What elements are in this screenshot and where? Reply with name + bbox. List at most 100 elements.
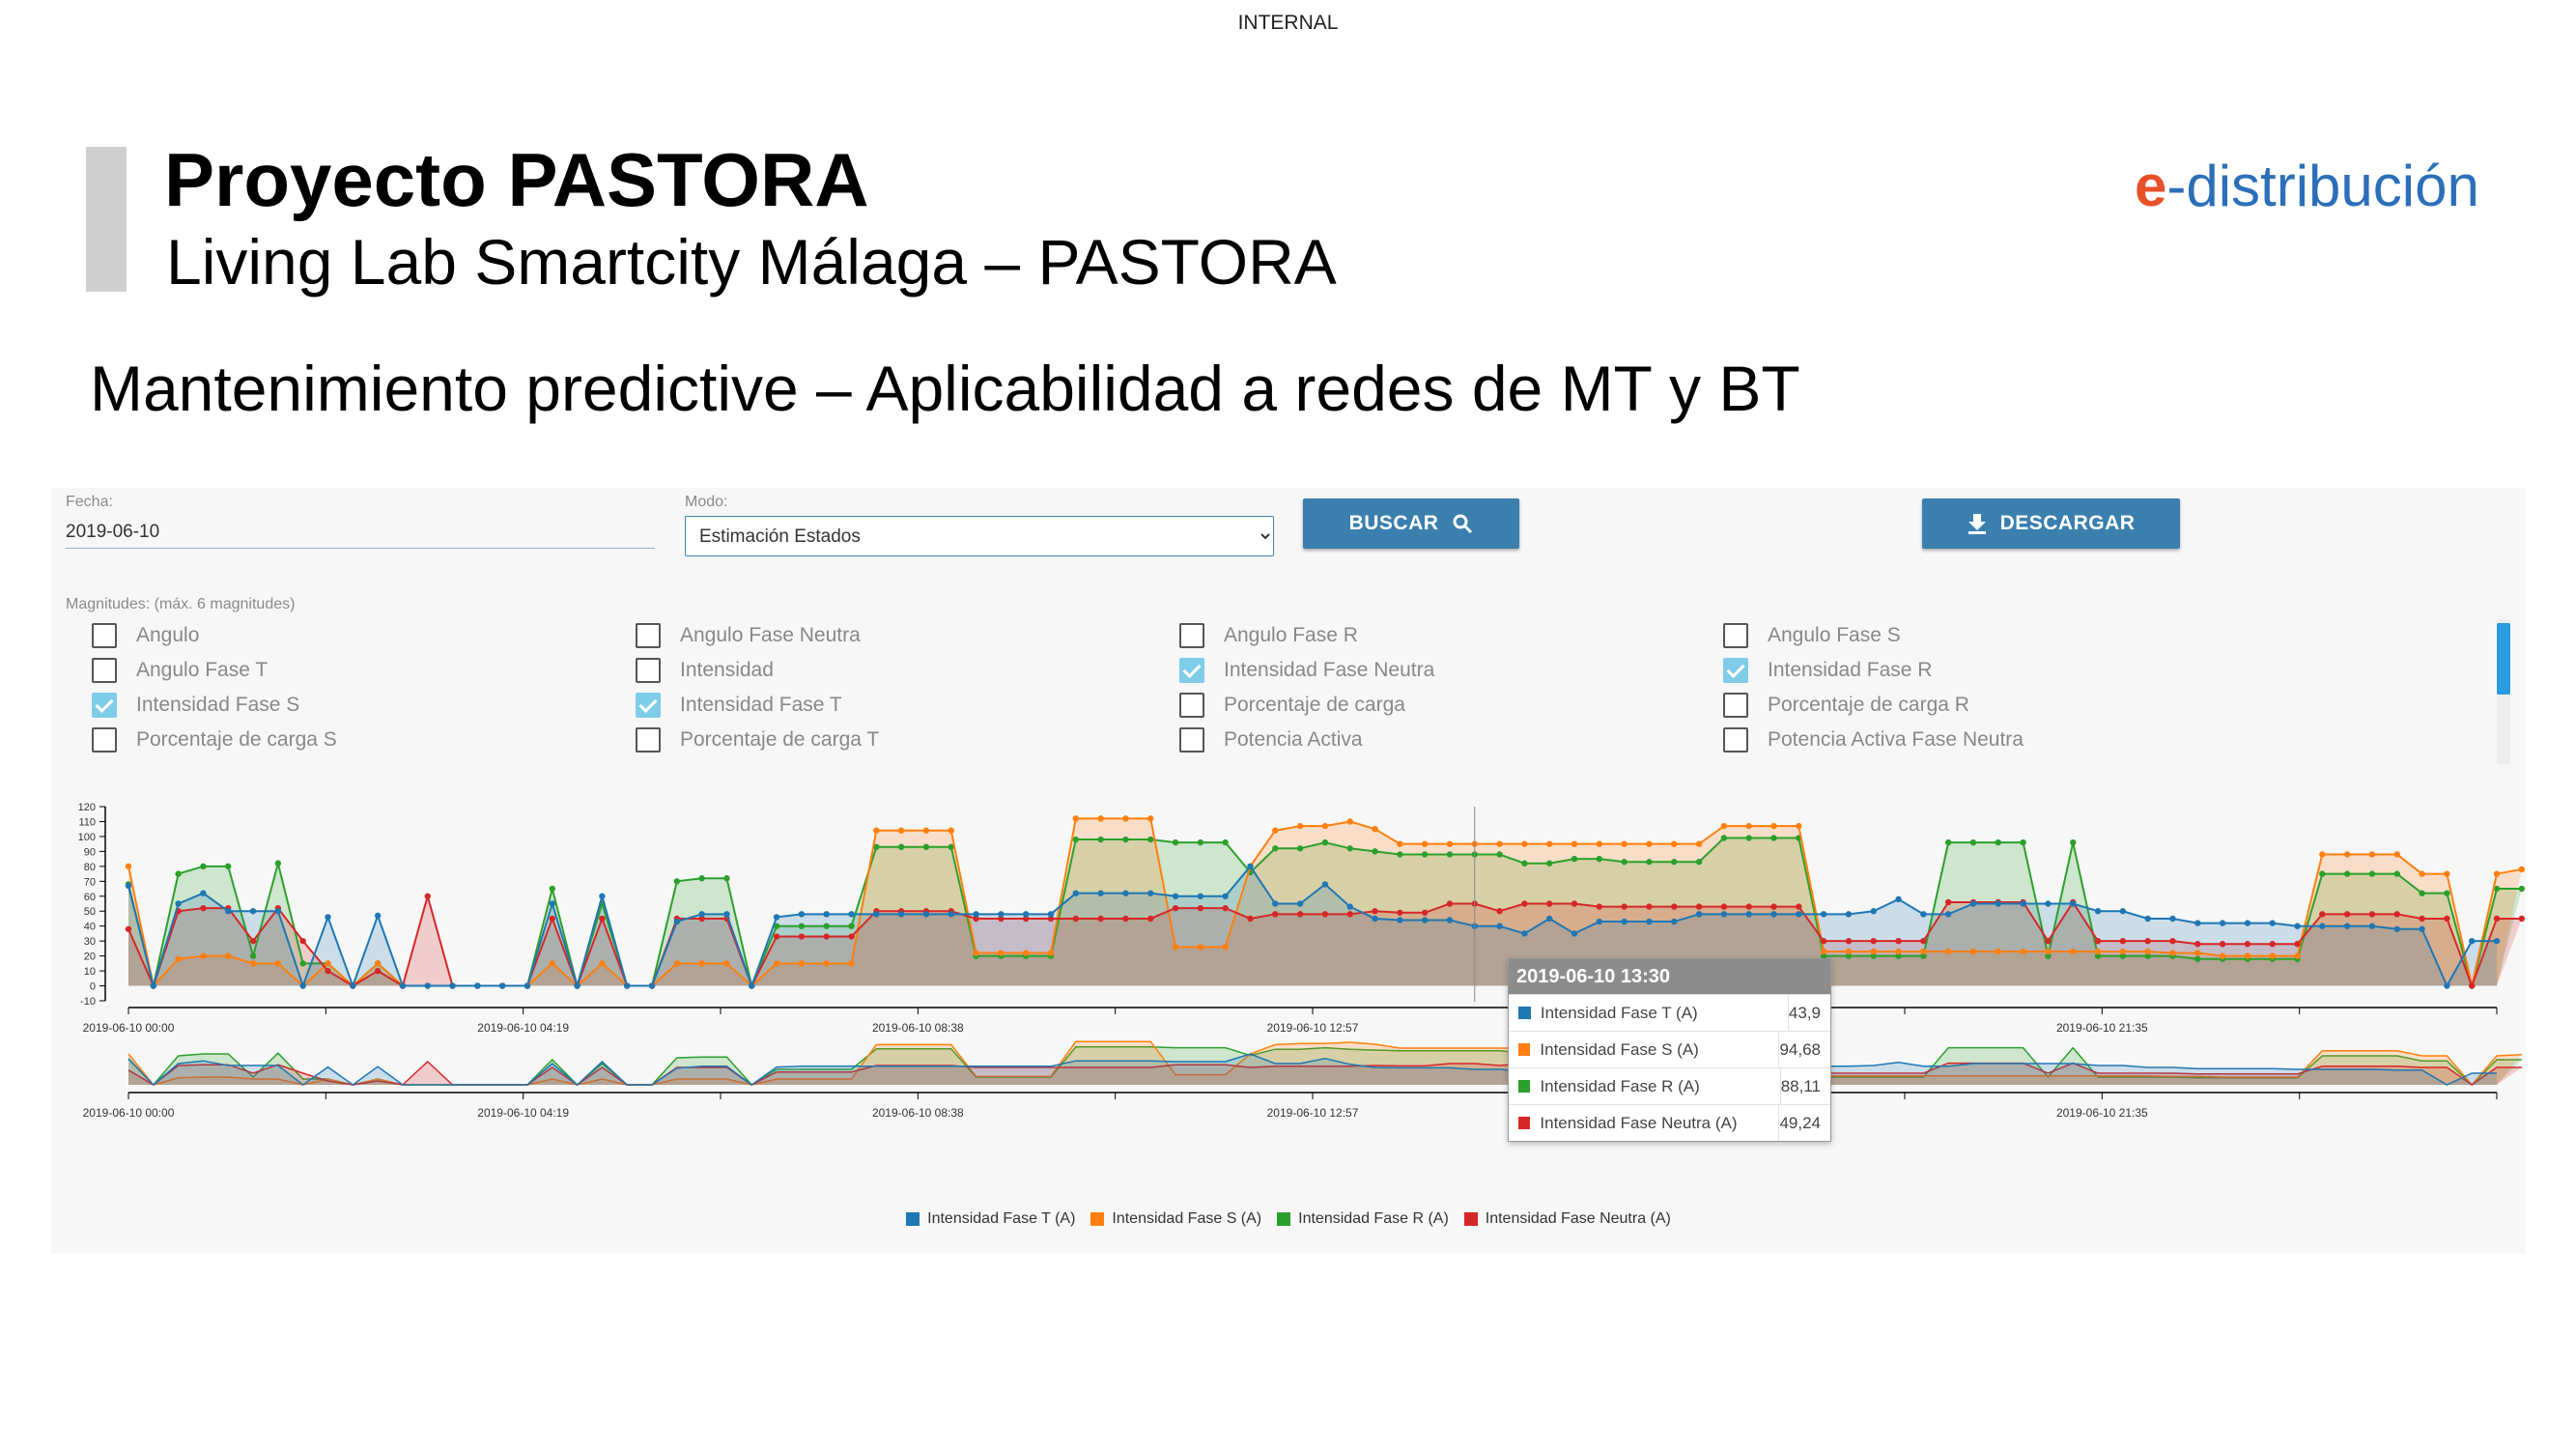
download-button[interactable]: DESCARGAR (1922, 498, 2180, 549)
data-point (2094, 948, 2102, 955)
data-point (325, 967, 331, 975)
y-tick-label: 120 (78, 802, 96, 813)
magnitude-checkbox-item[interactable]: Porcentaje de carga S (92, 727, 337, 753)
legend-item-t[interactable]: Intensidad Fase T (A) (906, 1210, 1075, 1228)
date-input[interactable] (66, 517, 655, 549)
tooltip-swatch (1518, 1007, 1531, 1019)
data-point (1745, 903, 1752, 910)
data-point (922, 911, 930, 918)
checkbox-unchecked[interactable] (1179, 693, 1204, 718)
data-point (1496, 908, 1503, 915)
magnitude-checkbox-item[interactable]: Angulo Fase T (92, 658, 268, 683)
data-point (350, 982, 356, 989)
legend-item-neutra[interactable]: Intensidad Fase Neutra (A) (1463, 1210, 1671, 1228)
data-point (225, 952, 232, 959)
data-point (1372, 825, 1378, 833)
data-point (449, 982, 456, 989)
magnitude-checkbox-item[interactable]: Intensidad Fase T (636, 693, 842, 718)
data-point (599, 893, 606, 899)
data-point (2368, 911, 2376, 918)
data-point (1995, 948, 2001, 955)
mode-select[interactable]: Estimación Estados (685, 516, 1274, 556)
checkbox-unchecked[interactable] (92, 727, 117, 753)
data-point (1895, 948, 1902, 955)
tooltip-series-name: Intensidad Fase T (A) (1541, 995, 1789, 1031)
data-point (2169, 915, 2176, 923)
data-point (1969, 948, 1977, 955)
checkbox-unchecked[interactable] (92, 658, 117, 683)
data-point (125, 863, 132, 870)
data-point (1346, 911, 1353, 918)
data-point (2343, 851, 2351, 858)
data-point (2319, 923, 2326, 929)
data-point (299, 937, 306, 945)
data-point (1197, 904, 1204, 912)
magnitude-checkbox-item[interactable]: Angulo Fase S (1723, 623, 1901, 648)
legend-item-s[interactable]: Intensidad Fase S (A) (1090, 1210, 1261, 1228)
data-point (673, 878, 681, 885)
checkbox-unchecked[interactable] (92, 623, 117, 648)
magnitude-checkbox-item[interactable]: Potencia Activa (1179, 727, 1363, 753)
magnitude-checkbox-label: Intensidad (680, 659, 774, 681)
data-point (1397, 909, 1403, 916)
intensity-chart[interactable]: 1201101009080706050403020100-102019-06-1… (51, 778, 2526, 1203)
checkbox-unchecked[interactable] (1723, 693, 1748, 718)
data-point (2468, 982, 2476, 989)
y-tick-label: 30 (84, 936, 96, 948)
data-point (1671, 918, 1678, 925)
data-point (2343, 911, 2351, 918)
data-point (1097, 815, 1104, 822)
magnitude-checkbox-item[interactable]: Intensidad (636, 658, 774, 683)
checkbox-checked[interactable] (1723, 658, 1748, 683)
checkbox-unchecked[interactable] (1179, 623, 1204, 648)
magnitude-checkbox-label: Porcentaje de carga R (1768, 694, 1969, 716)
magnitude-checkbox-item[interactable]: Intensidad Fase S (92, 693, 299, 718)
checkbox-unchecked[interactable] (1179, 727, 1204, 753)
magnitude-checkbox-item[interactable]: Porcentaje de carga R (1723, 693, 1969, 718)
data-point (948, 827, 954, 834)
tooltip-value: 94,68 (1779, 1039, 1821, 1059)
data-point (1372, 908, 1378, 915)
data-point (973, 911, 979, 918)
data-point (673, 960, 681, 967)
magnitude-checkbox-item[interactable]: Porcentaje de carga T (636, 727, 879, 753)
data-point (498, 982, 506, 989)
legend-item-r[interactable]: Intensidad Fase R (A) (1277, 1210, 1449, 1228)
context-x-tick-label: 2019-06-10 00:00 (83, 1106, 175, 1120)
magnitude-checkbox-item[interactable]: Angulo (92, 623, 199, 648)
data-point (175, 900, 182, 907)
checkbox-checked[interactable] (1179, 658, 1204, 683)
search-button[interactable]: BUSCAR (1303, 498, 1519, 549)
data-point (1047, 915, 1055, 923)
magnitude-checkbox-item[interactable]: Potencia Activa Fase Neutra (1723, 727, 2024, 753)
checkbox-unchecked[interactable] (636, 727, 661, 753)
data-point (823, 933, 830, 940)
y-tick-label: 90 (84, 846, 96, 858)
magnitude-checkbox-item[interactable]: Intensidad Fase Neutra (1179, 658, 1434, 683)
magnitude-checkbox-item[interactable]: Porcentaje de carga (1179, 693, 1405, 718)
data-point (2144, 937, 2151, 945)
checkbox-unchecked[interactable] (1723, 727, 1748, 753)
magnitude-checkbox-item[interactable]: Angulo Fase R (1179, 623, 1358, 648)
logo-mark: e (2135, 154, 2167, 218)
magnitude-checkbox-item[interactable]: Intensidad Fase R (1723, 658, 1932, 683)
checkbox-checked[interactable] (92, 693, 117, 718)
magnitude-checkbox-item[interactable]: Angulo Fase Neutra (636, 623, 861, 648)
magnitude-checkbox-label: Angulo Fase T (136, 659, 269, 681)
data-point (1770, 835, 1777, 841)
checkbox-checked[interactable] (636, 693, 661, 718)
data-point (1646, 903, 1653, 910)
checkbox-unchecked[interactable] (636, 623, 661, 648)
data-point (798, 923, 806, 929)
data-point (2144, 915, 2151, 923)
magnitudes-scrollbar-thumb[interactable] (2497, 623, 2510, 695)
data-point (1621, 918, 1628, 925)
data-point (1496, 851, 1503, 858)
data-point (1296, 845, 1304, 852)
checkbox-unchecked[interactable] (1723, 623, 1748, 648)
checkbox-unchecked[interactable] (636, 658, 661, 683)
tooltip-title: 2019-06-10 13:30 (1509, 959, 1830, 994)
data-point (2294, 941, 2301, 948)
app-screenshot-panel: Fecha: Modo: Estimación Estados BUSCAR D… (51, 488, 2526, 1254)
data-point (1097, 890, 1104, 896)
